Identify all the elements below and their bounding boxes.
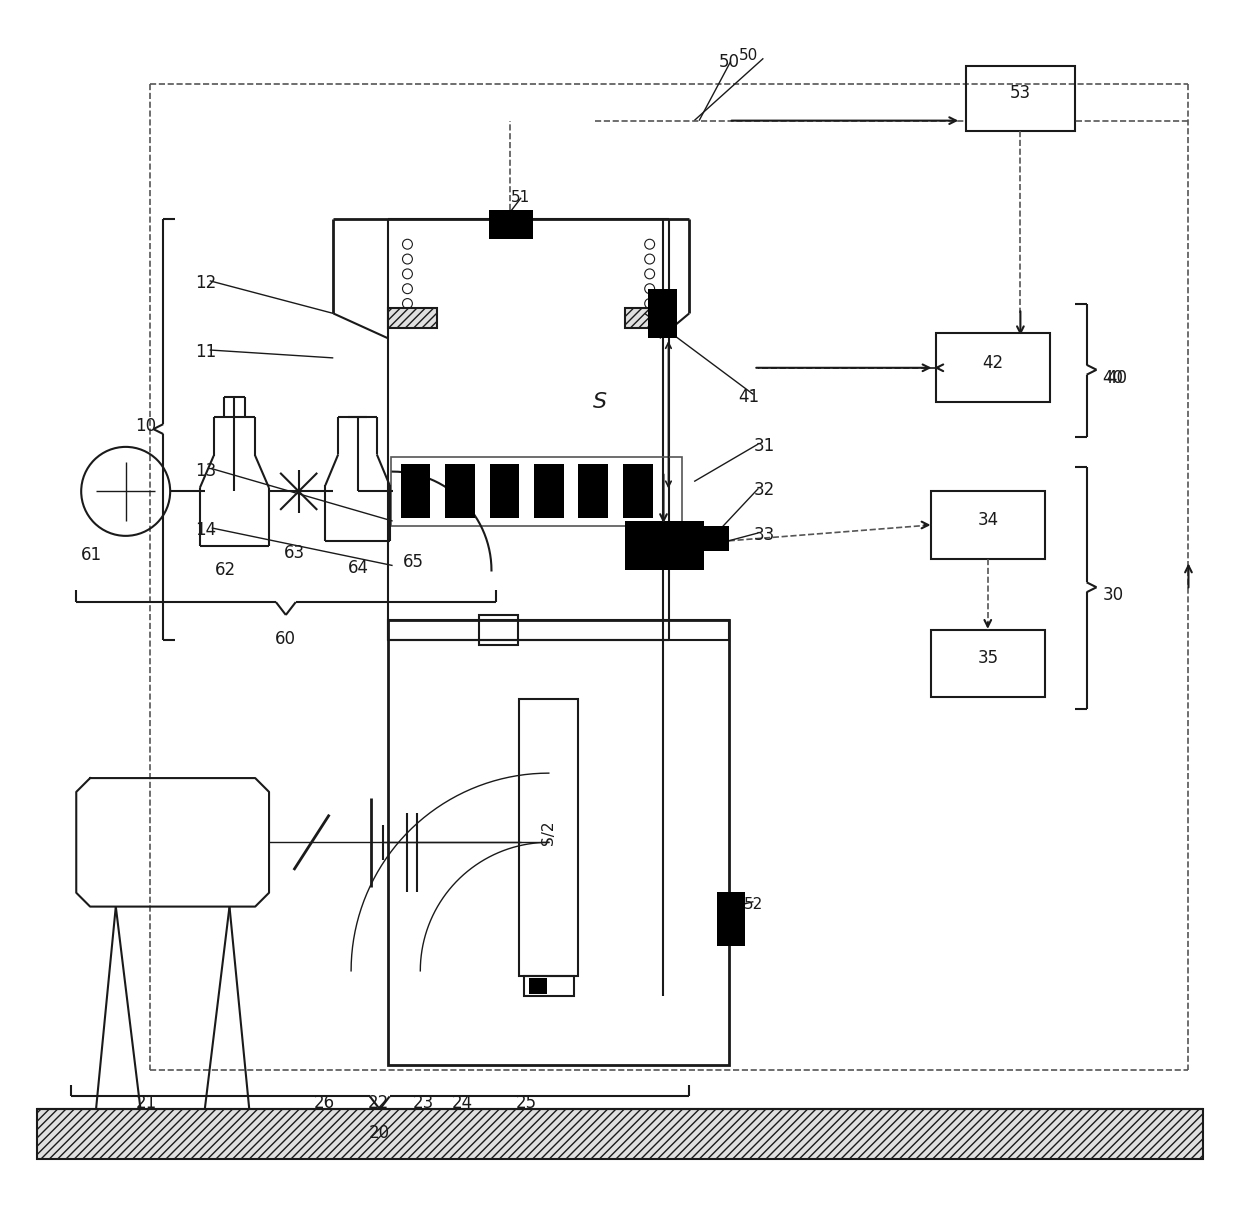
- Bar: [625, 521, 704, 570]
- Bar: [401, 464, 430, 518]
- Text: 23: 23: [413, 1094, 434, 1112]
- Text: 26: 26: [314, 1094, 335, 1112]
- Bar: [529, 978, 547, 994]
- Bar: [534, 464, 564, 518]
- Text: 41: 41: [739, 387, 760, 405]
- Bar: [388, 620, 729, 640]
- Bar: [717, 891, 744, 946]
- Text: 22: 22: [368, 1094, 389, 1112]
- Bar: [37, 1109, 1203, 1159]
- Text: 13: 13: [195, 462, 216, 480]
- Text: 31: 31: [754, 437, 775, 455]
- Bar: [489, 210, 533, 239]
- Text: 62: 62: [215, 560, 236, 579]
- Bar: [525, 976, 574, 995]
- Bar: [388, 620, 729, 1065]
- Text: 60: 60: [275, 630, 296, 648]
- Bar: [936, 333, 1050, 403]
- Text: 30: 30: [1102, 586, 1123, 604]
- Text: 53: 53: [1009, 84, 1030, 103]
- Bar: [490, 464, 520, 518]
- Bar: [445, 464, 475, 518]
- Text: 12: 12: [195, 274, 216, 292]
- Text: 50: 50: [739, 49, 758, 63]
- Text: 32: 32: [754, 481, 775, 499]
- Bar: [520, 698, 579, 976]
- Text: 33: 33: [754, 526, 775, 545]
- Bar: [966, 66, 1075, 131]
- Text: 40: 40: [1102, 369, 1123, 387]
- Text: 34: 34: [977, 512, 998, 529]
- Text: 51: 51: [511, 189, 531, 205]
- Bar: [479, 615, 518, 645]
- Text: 65: 65: [403, 553, 424, 570]
- Text: 40: 40: [1106, 369, 1127, 387]
- Text: 35: 35: [977, 650, 998, 668]
- Bar: [625, 309, 675, 328]
- Text: 25: 25: [516, 1094, 537, 1112]
- Text: 20: 20: [370, 1125, 391, 1142]
- Bar: [699, 526, 729, 551]
- Bar: [931, 491, 1045, 558]
- Bar: [931, 630, 1045, 697]
- Text: 64: 64: [348, 558, 370, 576]
- Text: 63: 63: [284, 543, 305, 562]
- Bar: [579, 464, 608, 518]
- Text: S/2: S/2: [542, 821, 557, 845]
- Text: 50: 50: [719, 54, 740, 71]
- Text: 14: 14: [195, 521, 216, 538]
- Bar: [647, 288, 677, 338]
- Text: 10: 10: [135, 418, 156, 435]
- Text: 42: 42: [982, 354, 1003, 372]
- Bar: [391, 457, 682, 526]
- Bar: [622, 464, 652, 518]
- Text: 52: 52: [744, 896, 763, 912]
- Text: S: S: [593, 392, 608, 413]
- Text: 24: 24: [451, 1094, 472, 1112]
- Text: 21: 21: [135, 1094, 156, 1112]
- Text: 11: 11: [195, 343, 216, 361]
- Bar: [388, 309, 438, 328]
- Text: 61: 61: [81, 546, 103, 564]
